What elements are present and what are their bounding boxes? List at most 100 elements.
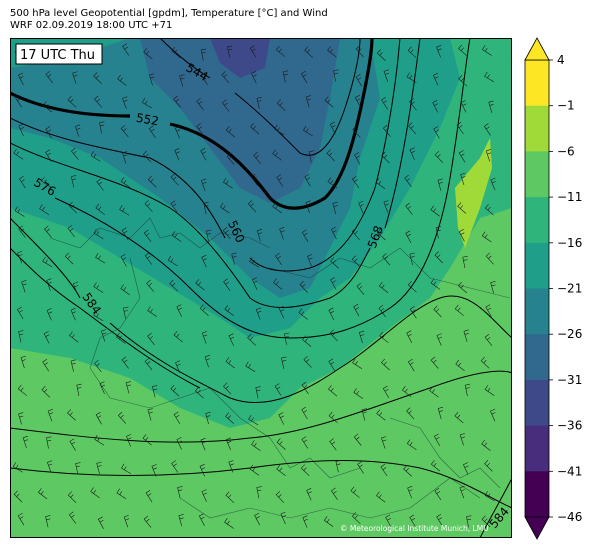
wind-barb xyxy=(282,70,289,83)
wind-barb xyxy=(15,94,22,108)
wind-barb xyxy=(409,514,416,528)
wind-barb xyxy=(120,177,131,188)
wind-barb xyxy=(93,282,104,293)
wind-barb xyxy=(281,356,287,369)
wind-barb xyxy=(458,75,468,87)
wind-barb xyxy=(249,464,260,476)
wind-barb xyxy=(68,201,78,214)
wind-barb xyxy=(175,360,181,373)
wind-barb xyxy=(272,278,283,290)
temp-field-minus26 xyxy=(140,38,340,203)
wind-barb xyxy=(433,305,442,318)
wind-barb xyxy=(353,388,364,399)
wind-barb xyxy=(100,329,107,342)
wind-barb xyxy=(67,95,77,108)
wind-barb xyxy=(430,460,441,472)
wind-barb xyxy=(405,230,412,244)
wind-barb xyxy=(276,438,286,450)
wind-barb xyxy=(142,150,152,163)
wind-barb xyxy=(351,512,361,524)
wind-barb xyxy=(272,202,282,214)
wind-barb xyxy=(69,438,76,451)
wind-barb xyxy=(483,123,491,136)
wind-barb xyxy=(254,512,261,526)
wind-barb xyxy=(437,406,444,420)
wind-barb xyxy=(358,200,364,214)
wind-barb xyxy=(379,331,389,344)
wind-barb xyxy=(194,387,204,399)
coastlines xyxy=(49,217,511,519)
wind-barb xyxy=(201,72,208,85)
wind-barb xyxy=(174,148,180,161)
wind-barb xyxy=(152,385,158,398)
wind-barb xyxy=(45,149,52,162)
wind-barb xyxy=(90,151,101,162)
wind-barb xyxy=(93,72,102,84)
wind-barb xyxy=(481,439,491,451)
wind-barb xyxy=(17,250,23,264)
wind-barb xyxy=(18,412,24,425)
wind-barb xyxy=(432,72,439,86)
wind-barb xyxy=(70,175,77,188)
wind-barb xyxy=(407,358,415,372)
wind-barb xyxy=(94,435,105,446)
wind-barb xyxy=(44,225,52,238)
wind-barb xyxy=(406,72,417,83)
chart-subtitle: WRF 02.09.2019 18:00 UTC +71 xyxy=(10,20,173,31)
wind-barb xyxy=(275,252,283,266)
wind-barb xyxy=(248,414,259,426)
wind-barb xyxy=(116,332,126,344)
colorbar-tick-label: −6 xyxy=(557,144,575,158)
wind-barb xyxy=(203,202,209,215)
wind-barb xyxy=(90,487,100,499)
wind-barb xyxy=(301,406,308,420)
contour-lower-1 xyxy=(10,370,512,443)
wind-barb xyxy=(204,354,211,368)
wind-barb xyxy=(251,440,261,451)
wind-barb xyxy=(458,150,466,163)
colorbar-band xyxy=(525,471,549,518)
wind-barb xyxy=(454,304,464,316)
wind-barb xyxy=(429,386,439,398)
wind-barb xyxy=(302,515,308,528)
wind-barb xyxy=(350,486,360,498)
wind-barb xyxy=(382,124,391,137)
wind-barb xyxy=(382,385,390,399)
wind-barb xyxy=(329,438,337,451)
wind-barb xyxy=(171,460,179,473)
wind-barb xyxy=(67,491,77,504)
contour-584-b xyxy=(10,247,201,389)
wind-barb xyxy=(328,358,335,371)
wind-barb xyxy=(151,464,158,477)
wind-barb xyxy=(256,486,262,499)
wind-barb xyxy=(169,279,179,292)
map-border xyxy=(10,38,512,538)
wind-barb xyxy=(147,175,157,188)
wind-barb xyxy=(148,125,156,138)
wind-barb xyxy=(141,98,152,109)
wind-barb xyxy=(225,412,234,424)
wind-barb xyxy=(430,356,439,369)
wind-barb xyxy=(354,152,361,165)
wind-barb xyxy=(302,335,312,347)
wind-barb xyxy=(46,308,53,321)
wind-barb xyxy=(142,434,152,446)
wind-barb xyxy=(199,463,206,477)
wind-barb xyxy=(484,71,495,83)
colorbar-tick-label: −46 xyxy=(557,510,582,524)
wind-barb xyxy=(484,333,493,346)
wind-barb xyxy=(116,488,127,500)
wind-barb xyxy=(122,96,128,109)
wind-barb xyxy=(119,205,130,216)
wind-barb xyxy=(70,147,79,160)
colorbar-tick-label: −1 xyxy=(557,99,575,113)
wind-barb xyxy=(433,126,440,139)
wind-barb xyxy=(300,464,310,477)
wind-barb xyxy=(409,147,416,160)
wind-barb xyxy=(256,96,262,110)
colorbar-band xyxy=(525,425,549,472)
wind-barb xyxy=(219,202,230,214)
wind-barb xyxy=(174,125,181,139)
wind-barb xyxy=(122,43,130,56)
wind-barb xyxy=(382,253,391,266)
